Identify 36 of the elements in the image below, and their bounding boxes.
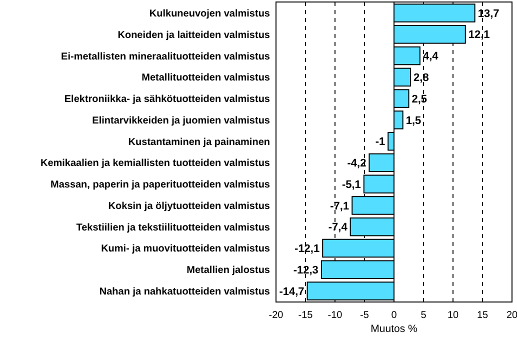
data-label: -12,3 (293, 264, 318, 276)
data-label: 1,5 (406, 114, 422, 127)
x-tick-label: 20 (506, 310, 517, 322)
data-label: 2,8 (414, 72, 429, 84)
y-tick-label: Koneiden ja laitteiden valmistus (118, 30, 270, 41)
data-label: -14,7 (279, 286, 304, 298)
y-tick-label: Nahan ja nahkatuotteiden valmistus (99, 286, 270, 298)
x-tick-label: 15 (476, 310, 488, 322)
x-tick-label: 0 (391, 310, 398, 322)
x-tick-label: -15 (298, 310, 314, 322)
data-label: -5,1 (342, 178, 361, 191)
y-tick-label: Kulkuneuvojen valmistus (149, 8, 270, 20)
y-tick-label: Massan, paperin ja paperituotteiden valmistus (50, 180, 270, 191)
x-tick-label: -10 (328, 310, 343, 322)
data-label: 13,7 (478, 8, 500, 20)
x-axis-title: Muutos % (370, 323, 418, 335)
y-tick-label: Metallien jalostus (186, 265, 270, 276)
y-tick-label: Metallituotteiden valmistus (142, 72, 270, 84)
data-label: 12,1 (468, 29, 490, 42)
y-tick-label: Kumi- ja muovituotteiden valmistus (101, 244, 270, 255)
y-tick-label: Kemikaalien ja kemiallisten tuotteiden valmistus (40, 158, 270, 170)
y-tick-label: Koksin ja öljytuotteiden valmistus (108, 200, 270, 212)
data-label: -7,1 (330, 200, 350, 212)
y-tick-label: Elintarvikkeiden ja juomien valmistus (92, 115, 270, 126)
data-label: 4,4 (422, 50, 440, 63)
x-tick-label: 10 (447, 310, 459, 322)
y-tick-label: Kustantaminen ja painaminen (128, 136, 270, 148)
data-label: -4,2 (347, 158, 366, 170)
y-tick-label: Tekstiilien ja tekstiilituotteiden valmistus (76, 222, 270, 234)
y-tick-label: Ei-metallisten mineraalituotteiden valmistus (61, 51, 270, 62)
data-label: 2,5 (412, 93, 428, 106)
x-tick-label: -20 (268, 310, 284, 322)
data-label: -1 (375, 136, 386, 148)
x-tick-label: -5 (360, 310, 370, 322)
y-tick-label: Elektroniikka- ja sähkötuotteiden valmistus (64, 94, 270, 106)
x-tick-label: 5 (420, 310, 427, 322)
